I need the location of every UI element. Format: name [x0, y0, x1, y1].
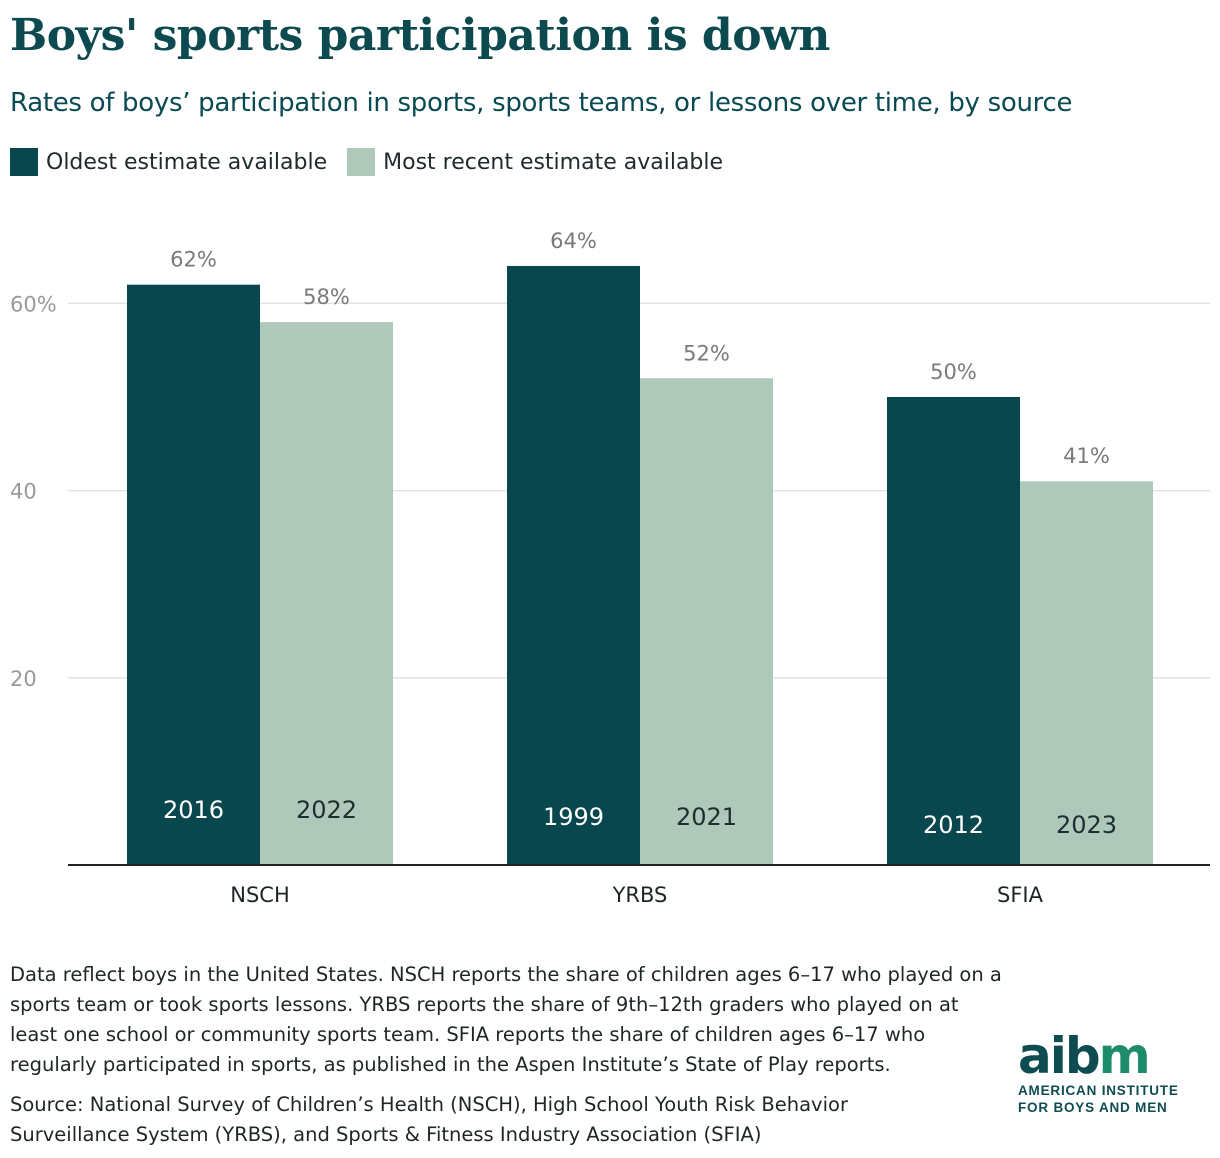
bar-year-label: 2021 [676, 803, 737, 831]
aibm-logo: aibm AMERICAN INSTITUTE FOR BOYS AND MEN [1018, 1030, 1208, 1116]
legend-item-oldest: Oldest estimate available [10, 148, 327, 176]
legend-label-recent: Most recent estimate available [383, 149, 724, 175]
legend-label-oldest: Oldest estimate available [46, 149, 328, 175]
bar-value-label: 50% [930, 360, 977, 384]
bar-nsch-recent [260, 322, 393, 865]
bar-value-label: 41% [1063, 444, 1110, 468]
legend-swatch-oldest [10, 148, 38, 176]
legend: Oldest estimate available Most recent es… [10, 148, 743, 176]
bar-year-label: 2016 [163, 796, 224, 824]
bar-value-label: 62% [170, 248, 217, 272]
bar-value-label: 58% [303, 285, 350, 309]
legend-item-recent: Most recent estimate available [347, 148, 723, 176]
x-category-label: YRBS [612, 883, 668, 907]
logo-line-2: FOR BOYS AND MEN [1018, 1100, 1168, 1115]
x-category-label: SFIA [997, 883, 1044, 907]
y-tick-label: 20 [10, 667, 37, 691]
logo-line-1: AMERICAN INSTITUTE [1018, 1083, 1179, 1098]
bar-year-label: 1999 [543, 803, 604, 831]
bar-yrbs-oldest [507, 265, 640, 866]
chart-title: Boys' sports participation is down [10, 10, 830, 61]
bar-sfia-oldest [887, 397, 1020, 865]
bar-year-label: 2022 [296, 796, 357, 824]
bar-chart: 20 40 60% 62% 2016 58% 2022 NSCH 64% 1999 52% 2021 Y… [10, 229, 1210, 907]
bar-sfia-recent [1020, 481, 1153, 865]
y-tick-label: 60% [10, 292, 57, 316]
bar-year-label: 2023 [1056, 811, 1117, 839]
chart-subtitle: Rates of boys’ participation in sports, … [10, 88, 1073, 118]
bar-nsch-oldest [127, 284, 260, 865]
bar-year-label: 2012 [923, 811, 984, 839]
legend-swatch-recent [347, 148, 376, 176]
bar-value-label: 52% [683, 341, 730, 365]
source-note: Source: National Survey of Children’s He… [10, 1093, 848, 1146]
footnote: Data reflect boys in the United States. … [10, 963, 1002, 1076]
y-tick-label: 40 [10, 480, 37, 504]
bar-value-label: 64% [550, 229, 597, 253]
logo-mark-accent: m [1098, 1027, 1151, 1085]
logo-mark-main: aib [1018, 1027, 1101, 1085]
bar-yrbs-recent [640, 378, 773, 865]
x-category-label: NSCH [230, 883, 290, 907]
logo-mark: aibm [1018, 1030, 1208, 1082]
